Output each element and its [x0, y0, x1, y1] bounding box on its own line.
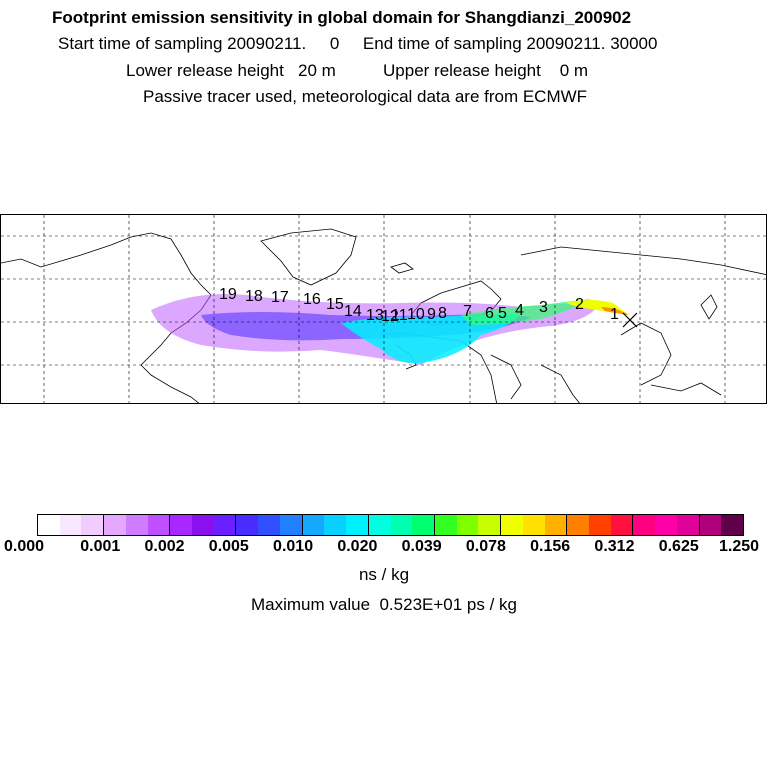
map-panel: 1 2 3 4 5 6 7 8 9 10 11 12 13 14 15 16 1… [0, 214, 767, 404]
plot-title: Footprint emission sensitivity in global… [52, 8, 632, 27]
coastline-greenland [260, 228, 357, 286]
coastline-japan [700, 294, 718, 320]
plume-green [461, 299, 591, 325]
trajectory-label: 18 [245, 288, 263, 305]
colorbar-swatch [279, 515, 302, 535]
colorbar-tick-label: 0.156 [530, 538, 571, 555]
grid-lines [1, 215, 766, 403]
colorbar-tick-label: 0.312 [594, 538, 635, 555]
coastline-arabia [490, 354, 522, 400]
max-value-label: Maximum value 0.523E+01 ps / kg [251, 595, 517, 614]
colorbar-swatch [522, 515, 545, 535]
colorbar-swatch [301, 515, 325, 535]
colorbar-swatch [235, 515, 259, 535]
colorbar-swatch [213, 515, 236, 535]
colorbar-tick-label: 0.000 [3, 538, 45, 555]
colorbar-tick-label: 0.039 [401, 538, 442, 555]
trajectory-label: 5 [498, 305, 507, 322]
sampling-time-line: Start time of sampling 20090211. 0 End t… [58, 34, 658, 53]
colorbar-swatch [478, 515, 501, 535]
colorbar-tick-label: 0.078 [465, 538, 506, 555]
colorbar-swatch [346, 515, 368, 535]
colorbar-swatch [610, 515, 633, 535]
colorbar-tick-label: 0.010 [273, 538, 314, 555]
colorbar-swatch [103, 515, 126, 535]
coastline-north-america [1, 232, 212, 403]
colorbar-swatch [698, 515, 722, 535]
colorbar-swatch [588, 515, 611, 535]
colorbar-tick-label: 1.250 [718, 538, 760, 555]
release-height-line: Lower release height 20 m Upper release … [126, 61, 589, 80]
trajectory-label: 7 [463, 303, 472, 320]
coastline-southeast-asia [650, 382, 722, 396]
plume-orange [601, 307, 629, 315]
trajectory-label: 1 [610, 306, 619, 323]
trajectory-label: 13 [366, 307, 384, 324]
colorbar-tick-label: 0.625 [658, 538, 699, 555]
colorbar [37, 514, 744, 536]
coastline-asia-north [520, 246, 766, 275]
trajectory-label: 9 [427, 306, 436, 323]
colorbar-swatch [632, 515, 656, 535]
colorbar-tick-label: 0.020 [337, 538, 378, 555]
trajectory-label: 17 [271, 289, 289, 306]
colorbar-swatch [147, 515, 170, 535]
trajectory-label: 19 [219, 286, 237, 303]
units-label: ns / kg [358, 565, 410, 584]
colorbar-swatch [456, 515, 479, 535]
trajectory-label: 6 [485, 305, 494, 322]
trajectory-label: 14 [344, 303, 362, 320]
colorbar-swatch [81, 515, 104, 535]
colorbar-swatch [367, 515, 391, 535]
colorbar-swatch [433, 515, 457, 535]
trajectory-label: 11 [391, 307, 408, 324]
footprint-map: 1 2 3 4 5 6 7 8 9 10 11 12 13 14 15 16 1… [1, 215, 766, 403]
colorbar-swatch [566, 515, 589, 535]
trajectory-label: 3 [539, 299, 548, 316]
trajectory-label: 4 [515, 302, 524, 319]
colorbar-swatch [676, 515, 699, 535]
colorbar-swatch [169, 515, 193, 535]
trajectory-label: 15 [326, 296, 344, 313]
colorbar-swatch [721, 515, 743, 535]
colorbar-swatch [655, 515, 677, 535]
coastline-india [540, 364, 580, 403]
coastline-iceland [390, 262, 414, 274]
colorbar-swatch [125, 515, 148, 535]
trajectory-label: 2 [575, 296, 584, 313]
trajectory-label: 16 [303, 291, 321, 308]
colorbar-swatch [192, 515, 214, 535]
colorbar-swatch [38, 515, 60, 535]
tracer-info-line: Passive tracer used, meteorological data… [143, 87, 588, 106]
x-marker [622, 312, 638, 328]
trajectory-label: 10 [407, 306, 425, 323]
colorbar-swatch [324, 515, 347, 535]
coastline-east-asia [620, 322, 672, 386]
trajectory-labels: 1 2 3 4 5 6 7 8 9 10 11 12 13 14 15 16 1… [219, 286, 619, 325]
colorbar-swatch [390, 515, 413, 535]
colorbar-swatch [544, 515, 567, 535]
colorbar-tick-label: 0.005 [208, 538, 249, 555]
colorbar-tick-label: 0.001 [80, 538, 121, 555]
trajectory-label: 8 [438, 305, 447, 322]
colorbar-swatch [59, 515, 82, 535]
trajectory-label: 12 [381, 308, 399, 325]
colorbar-swatch [412, 515, 434, 535]
colorbar-tick-label: 0.002 [144, 538, 185, 555]
colorbar-swatch [258, 515, 280, 535]
plume-cyan [341, 313, 521, 364]
colorbar-swatch [500, 515, 523, 535]
footprint-plume [151, 293, 629, 365]
